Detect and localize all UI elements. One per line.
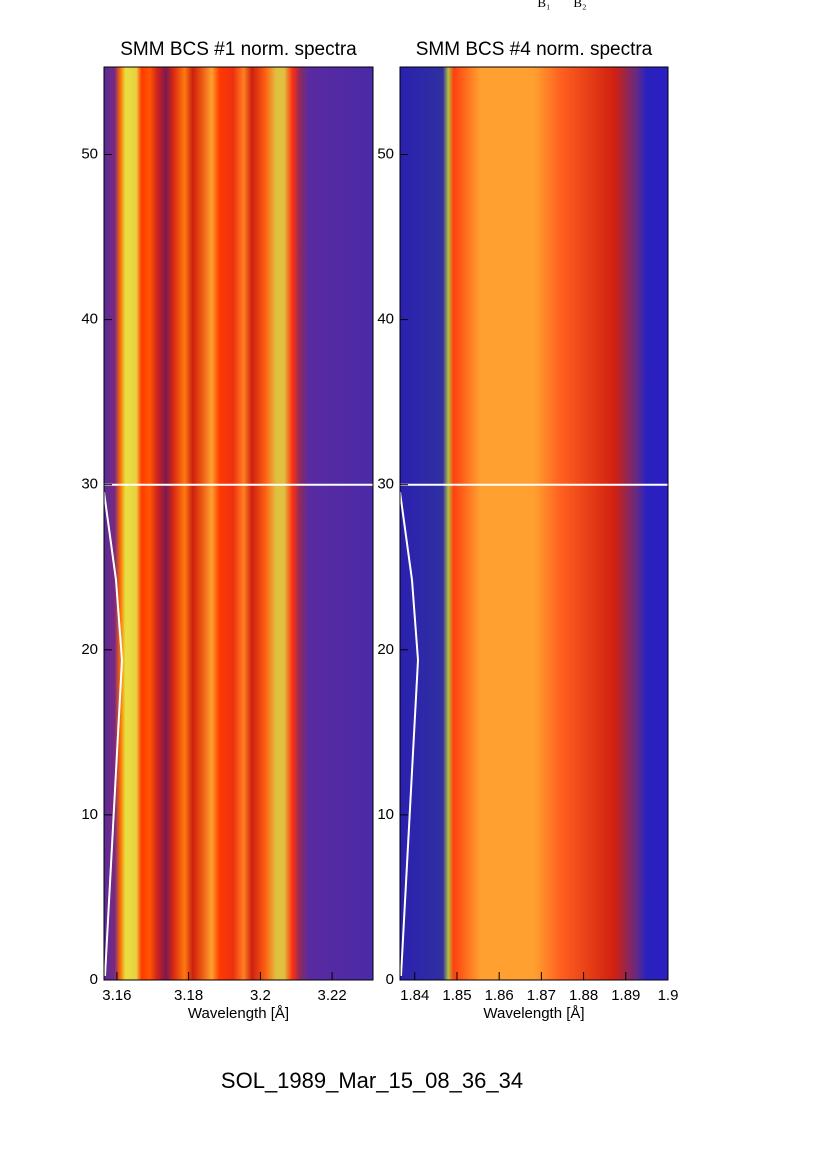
spectra-image [400, 67, 668, 980]
trend-curve [399, 491, 420, 977]
axis-frame [399, 66, 669, 981]
x-tick-label: 3.18 [174, 987, 203, 1004]
y-tick-label: 10 [81, 806, 98, 823]
x-tick-label: 3.16 [102, 987, 131, 1004]
axis-frame [103, 66, 374, 981]
panel-title: SMM BCS #1 norm. spectra [120, 39, 357, 60]
x-tick-label: 1.86 [485, 987, 514, 1004]
x-tick-label: 3.2 [250, 987, 271, 1004]
y-tick-label: 30 [377, 476, 394, 493]
y-tick-label: 40 [81, 311, 98, 328]
x-tick-label: 3.22 [318, 987, 347, 1004]
top-label: B₁ [537, 0, 550, 10]
y-tick-label: 20 [377, 641, 394, 658]
y-tick-label: 10 [377, 806, 394, 823]
y-tick-label: 30 [81, 476, 98, 493]
footer: SOL_1989_Mar_15_08_36_34 [221, 1068, 523, 1093]
x-tick-label: 1.88 [569, 987, 598, 1004]
y-tick-label: 50 [81, 145, 98, 162]
x-tick-label: 1.87 [527, 987, 556, 1004]
top-label: B₂ [573, 0, 586, 10]
x-axis-label: Wavelength [Å] [188, 1005, 289, 1022]
y-tick-label: 0 [386, 971, 394, 988]
spectra-image [104, 67, 373, 980]
x-tick-label: 1.89 [611, 987, 640, 1004]
y-tick-label: 40 [377, 311, 394, 328]
y-tick-label: 0 [90, 971, 98, 988]
panel-title: SMM BCS #4 norm. spectra [416, 39, 653, 60]
x-tick-label: 1.85 [442, 987, 471, 1004]
y-tick-label: 50 [377, 145, 394, 162]
y-tick-label: 20 [81, 641, 98, 658]
x-tick-label: 1.84 [400, 987, 429, 1004]
x-axis-label: Wavelength [Å] [483, 1005, 584, 1022]
x-tick-label: 1.9 [658, 987, 679, 1004]
trend-curve [103, 491, 124, 977]
